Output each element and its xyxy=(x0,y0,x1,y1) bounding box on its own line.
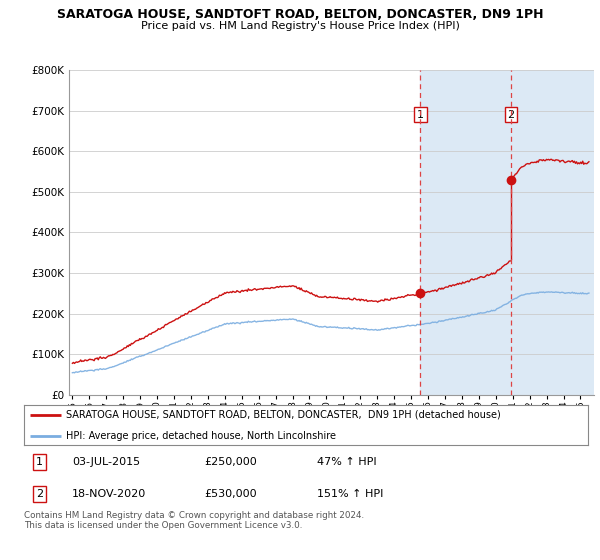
Bar xyxy=(421,70,594,395)
Text: 151% ↑ HPI: 151% ↑ HPI xyxy=(317,489,383,499)
Text: 03-JUL-2015: 03-JUL-2015 xyxy=(72,457,140,467)
Text: SARATOGA HOUSE, SANDTOFT ROAD, BELTON, DONCASTER, DN9 1PH: SARATOGA HOUSE, SANDTOFT ROAD, BELTON, D… xyxy=(57,8,543,21)
Text: 2: 2 xyxy=(35,489,43,499)
Text: £250,000: £250,000 xyxy=(205,457,257,467)
Text: 47% ↑ HPI: 47% ↑ HPI xyxy=(317,457,377,467)
Text: 1: 1 xyxy=(36,457,43,467)
Text: £530,000: £530,000 xyxy=(205,489,257,499)
Text: SARATOGA HOUSE, SANDTOFT ROAD, BELTON, DONCASTER,  DN9 1PH (detached house): SARATOGA HOUSE, SANDTOFT ROAD, BELTON, D… xyxy=(66,410,501,420)
Text: 18-NOV-2020: 18-NOV-2020 xyxy=(72,489,146,499)
Text: 2: 2 xyxy=(508,110,515,120)
Text: 1: 1 xyxy=(417,110,424,120)
Text: HPI: Average price, detached house, North Lincolnshire: HPI: Average price, detached house, Nort… xyxy=(66,431,337,441)
Text: Contains HM Land Registry data © Crown copyright and database right 2024.
This d: Contains HM Land Registry data © Crown c… xyxy=(24,511,364,530)
Text: Price paid vs. HM Land Registry's House Price Index (HPI): Price paid vs. HM Land Registry's House … xyxy=(140,21,460,31)
